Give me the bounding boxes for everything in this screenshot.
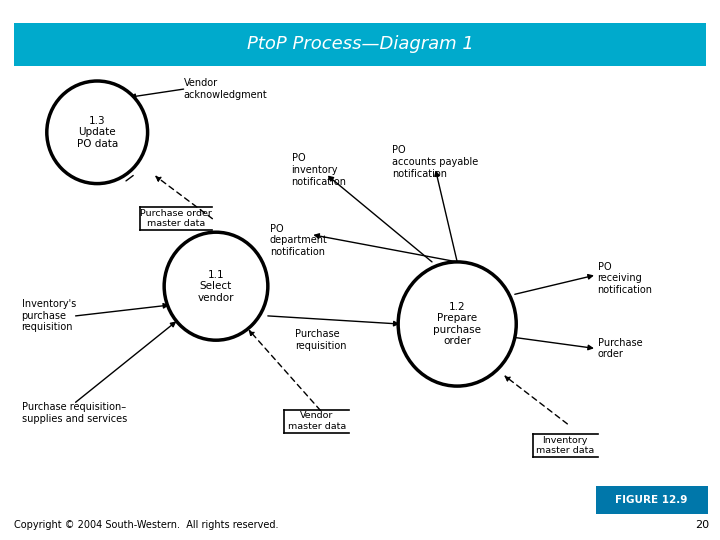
Text: 20: 20 — [695, 520, 709, 530]
Text: PO
receiving
notification: PO receiving notification — [598, 261, 652, 295]
Text: PO
accounts payable
notification: PO accounts payable notification — [392, 145, 479, 179]
Text: Purchase order
master data: Purchase order master data — [140, 209, 212, 228]
Text: Vendor
acknowledgment: Vendor acknowledgment — [184, 78, 267, 100]
Bar — [596, 486, 708, 514]
Text: Purchase requisition–
supplies and services: Purchase requisition– supplies and servi… — [22, 402, 127, 424]
Text: PtoP Process—Diagram 1: PtoP Process—Diagram 1 — [246, 35, 474, 53]
Text: Purchase
requisition: Purchase requisition — [295, 329, 347, 351]
Text: 1.2
Prepare
purchase
order: 1.2 Prepare purchase order — [433, 302, 481, 346]
Text: Purchase
order: Purchase order — [598, 338, 642, 359]
Text: FIGURE 12.9: FIGURE 12.9 — [616, 495, 688, 505]
Text: Copyright © 2004 South-Western.  All rights reserved.: Copyright © 2004 South-Western. All righ… — [14, 520, 279, 530]
Ellipse shape — [164, 232, 268, 340]
Text: PO
inventory
notification: PO inventory notification — [292, 153, 346, 187]
Text: 1.1
Select
vendor: 1.1 Select vendor — [198, 269, 234, 303]
Ellipse shape — [398, 262, 516, 386]
Text: Vendor
master data: Vendor master data — [288, 411, 346, 431]
Bar — [14, 23, 706, 66]
Text: Inventory
master data: Inventory master data — [536, 436, 594, 455]
Text: 1.3
Update
PO data: 1.3 Update PO data — [76, 116, 118, 149]
Text: PO
department
notification: PO department notification — [270, 224, 328, 257]
Text: Inventory's
purchase
requisition: Inventory's purchase requisition — [22, 299, 76, 333]
Ellipse shape — [47, 81, 148, 184]
